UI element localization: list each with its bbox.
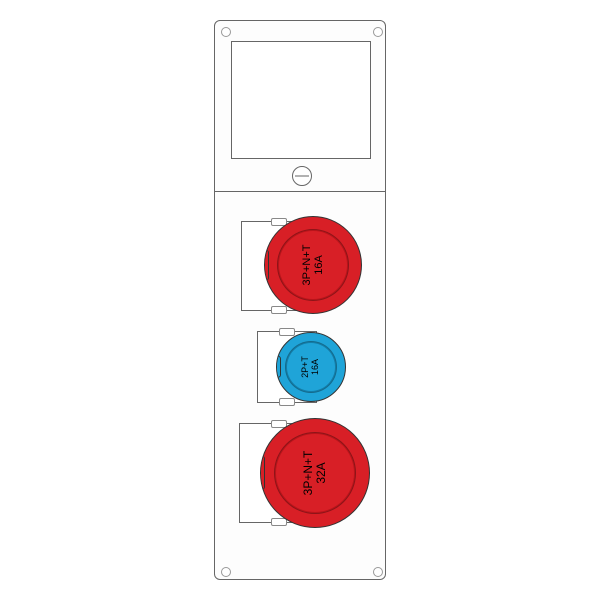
center-screw-icon: [292, 166, 312, 186]
socket-b-plate-tab-top: [279, 328, 295, 336]
socket-a-hinge: [264, 250, 269, 281]
corner-screw-bl: [221, 567, 231, 577]
socket-b-hinge: [276, 356, 281, 378]
corner-screw-br: [373, 567, 383, 577]
socket-b-label-line2: 16A: [310, 359, 320, 375]
socket-c-label-line2: 32A: [314, 462, 328, 483]
breaker-window: [231, 41, 371, 159]
socket-a-label: 3P+N+T16A: [301, 245, 325, 286]
socket-b-label-line1: 2P+T: [300, 356, 310, 378]
socket-c-label-line1: 3P+N+T: [301, 451, 315, 496]
socket-a-plate-tab-bottom: [271, 306, 287, 314]
corner-screw-tl: [221, 27, 231, 37]
socket-a-cap[interactable]: 3P+N+T16A: [264, 216, 362, 314]
socket-c-cap[interactable]: 3P+N+T32A: [260, 418, 370, 528]
distribution-panel: 3P+N+T16A2P+T16A3P+N+T32A: [214, 20, 386, 580]
panel-divider: [215, 191, 385, 192]
socket-a-label-line2: 16A: [313, 255, 325, 275]
socket-b-plate-tab-bottom: [279, 398, 295, 406]
socket-b-label: 2P+T16A: [301, 356, 321, 378]
corner-screw-tr: [373, 27, 383, 37]
socket-c-hinge: [260, 456, 265, 490]
socket-b-cap[interactable]: 2P+T16A: [276, 332, 346, 402]
socket-a-label-line1: 3P+N+T: [301, 245, 313, 286]
socket-c-label: 3P+N+T32A: [302, 451, 328, 496]
